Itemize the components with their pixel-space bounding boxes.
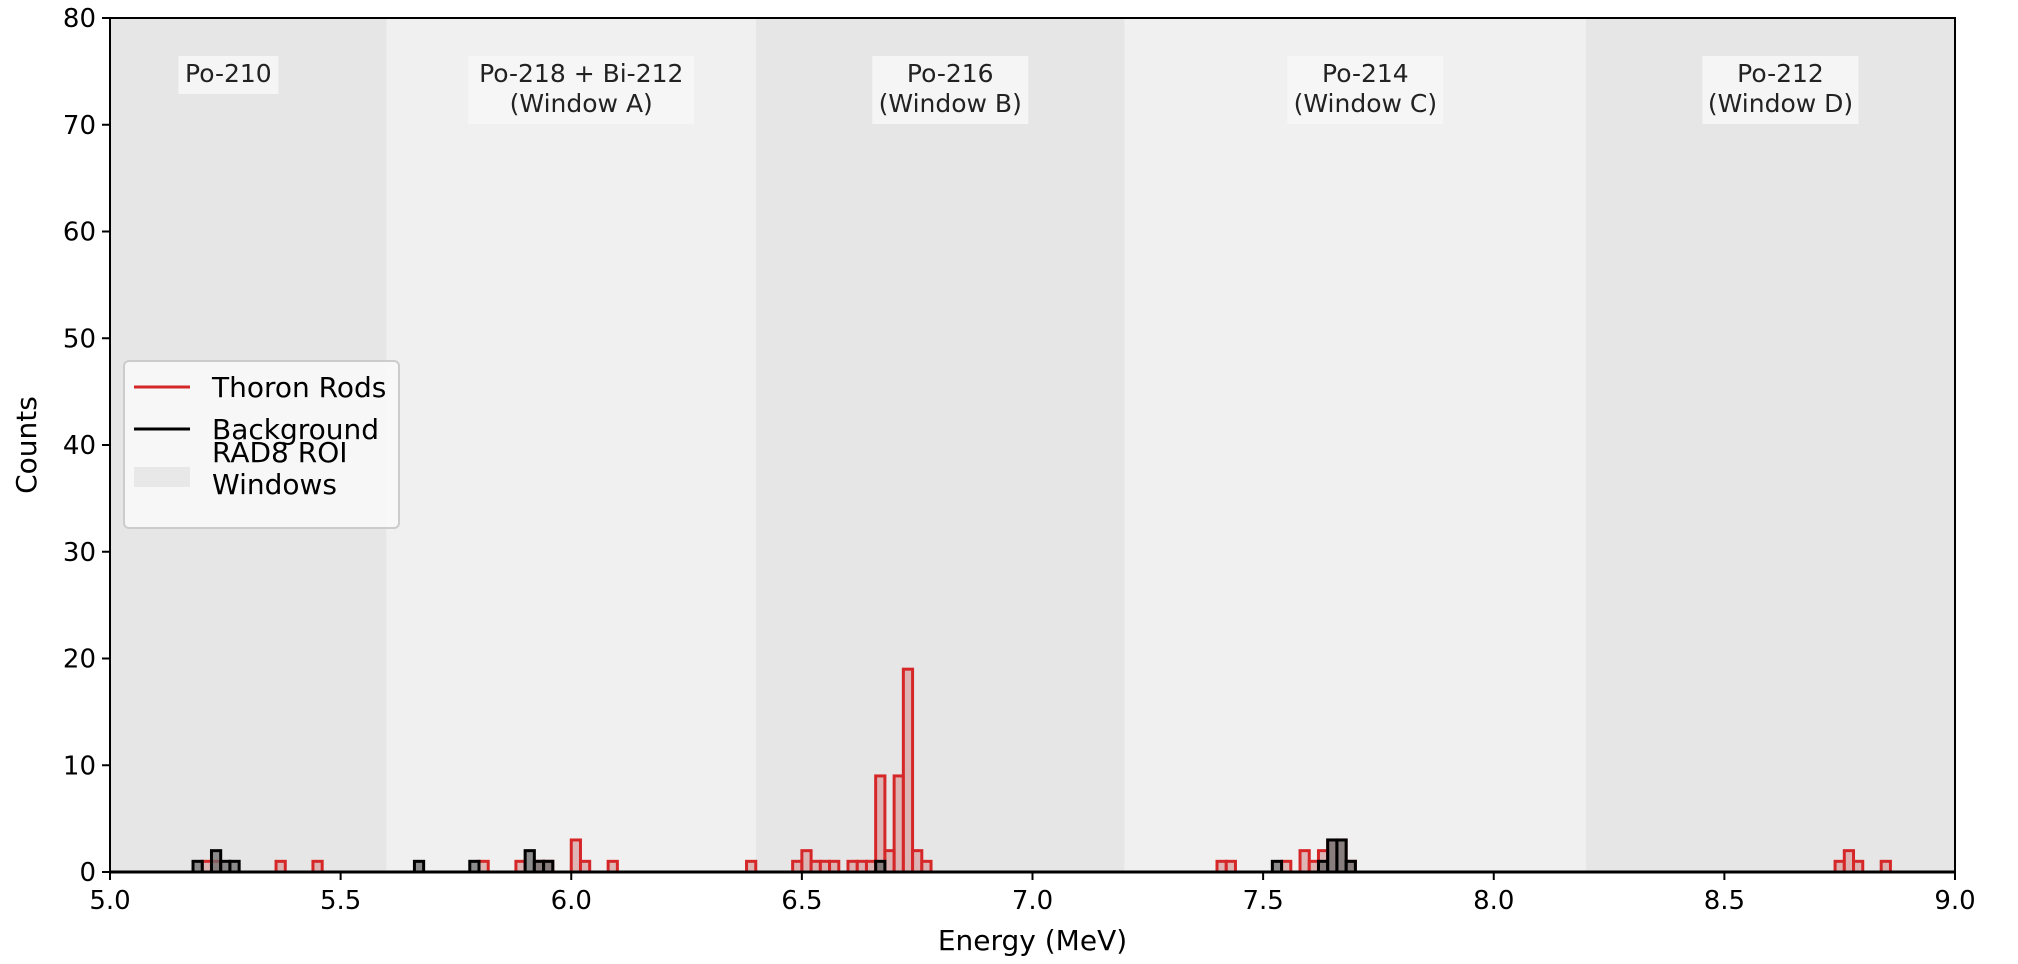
bar-0-9	[578, 859, 592, 874]
y-tick-label-5: 50	[63, 324, 96, 354]
roi-label-box-3	[1287, 56, 1444, 124]
bar-1-9	[874, 859, 887, 874]
bar-1-8	[542, 859, 555, 874]
legend-label-1: Background	[212, 413, 379, 446]
roi-label-0: Po-210	[185, 59, 272, 88]
x-tick-label-6: 8.0	[1473, 886, 1514, 916]
y-tick-label-7: 70	[63, 111, 96, 141]
x-tick-label-4: 7.0	[1012, 886, 1053, 916]
roi-region-labels: Po-210 Po-218 + Bi-212 (Window A) Po-216 (Wi…	[178, 56, 1859, 124]
y-tick-label-1: 10	[63, 751, 96, 781]
roi-label-box-4	[1702, 56, 1859, 124]
x-tick-label-5: 7.5	[1242, 886, 1283, 916]
y-tick-label-6: 60	[63, 218, 96, 248]
bar-0-38	[1879, 859, 1892, 874]
x-tick-label-8: 9.0	[1934, 886, 1975, 916]
x-tick-label-3: 6.5	[781, 886, 822, 916]
bar-1-4	[412, 859, 426, 874]
legend-label-0: Thoron Rods	[211, 371, 386, 404]
bar-0-23	[901, 667, 915, 874]
roi-region-2	[755, 18, 1125, 872]
roi-label-box-0	[178, 56, 279, 94]
roi-label-box-1	[468, 56, 695, 124]
x-tick-label-7: 8.5	[1704, 886, 1745, 916]
bar-1-5	[468, 859, 481, 874]
roi-label-4: Po-212 (Window D)	[1708, 59, 1853, 118]
x-tick-label-2: 6.0	[551, 886, 592, 916]
x-axis-title: Energy (MeV)	[938, 924, 1127, 957]
y-tick-label-3: 30	[63, 538, 96, 568]
bar-1-3	[228, 859, 241, 874]
roi-label-3: Po-214 (Window C)	[1294, 59, 1437, 118]
bar-0-25	[920, 859, 933, 874]
bar-0-27	[1224, 859, 1237, 874]
bar-1-0	[191, 859, 204, 874]
roi-region-3	[1124, 18, 1586, 872]
y-axis-title: Counts	[10, 396, 43, 494]
bar-0-3	[311, 859, 324, 874]
legend-swatch-2	[134, 467, 190, 487]
legend-label-2: RAD8 ROI Windows	[212, 436, 348, 501]
roi-regions	[110, 18, 1955, 872]
roi-label-box-2	[872, 56, 1029, 124]
x-tick-label-0: 5.0	[89, 886, 130, 916]
bar-0-11	[745, 859, 758, 874]
y-tick-label-0: 0	[79, 858, 96, 888]
y-tick-label-2: 20	[63, 645, 96, 675]
bar-0-2	[274, 859, 287, 874]
roi-region-4	[1586, 18, 1955, 872]
axes: 5.0 5.5 6.0 6.5 7.0 7.5 8.0 8.5 9.0 0 10 20 30 40 50 60…	[10, 4, 1976, 957]
y-tick-label-4: 40	[63, 431, 96, 461]
bar-1-10	[1270, 859, 1284, 874]
roi-label-1: Po-218 + Bi-212 (Window A)	[479, 59, 683, 118]
bar-0-37	[1852, 859, 1865, 874]
bar-0-16	[828, 859, 841, 874]
y-tick-label-8: 80	[63, 4, 96, 34]
bar-1-14	[1344, 859, 1357, 874]
bar-0-10	[606, 859, 619, 874]
roi-label-2: Po-216 (Window B)	[879, 59, 1022, 118]
legend-box	[123, 360, 400, 529]
roi-region-1	[386, 18, 756, 872]
x-tick-label-1: 5.5	[320, 886, 361, 916]
